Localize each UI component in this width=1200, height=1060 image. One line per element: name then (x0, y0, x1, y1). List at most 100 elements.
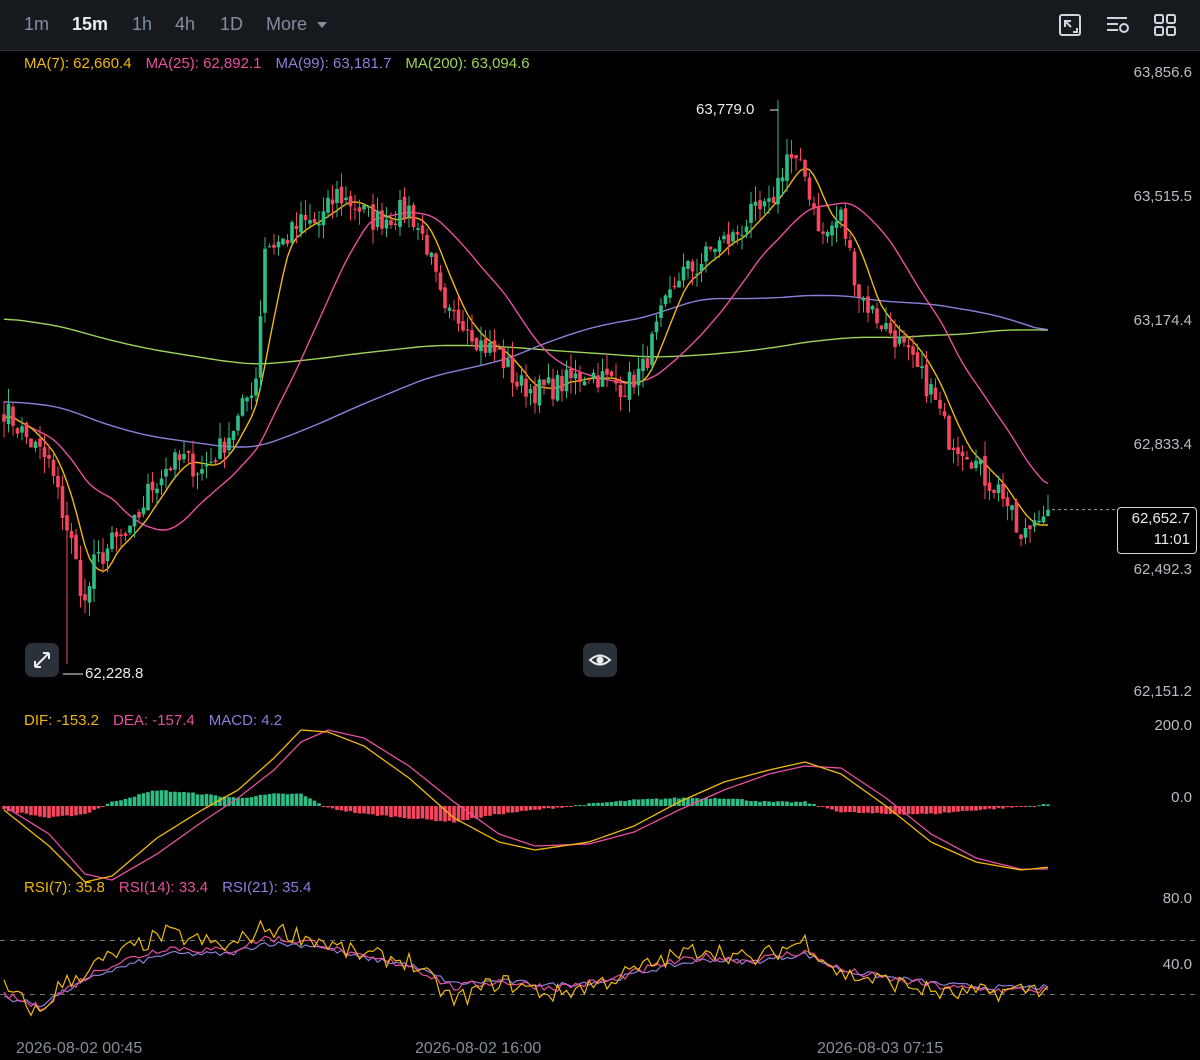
macd-histogram-bar (173, 791, 177, 806)
macd-histogram-bar (1001, 806, 1005, 809)
macd-histogram-bar (1037, 805, 1041, 807)
candle-body (366, 206, 371, 208)
macd-histogram-bar (555, 806, 560, 808)
candle-body (825, 231, 830, 237)
macd-histogram-bar (114, 801, 119, 806)
macd-histogram-bar (969, 806, 974, 811)
macd-histogram-bar (798, 801, 803, 806)
rsi21-legend: RSI(21): 35.4 (222, 879, 312, 896)
last-price: 62,652.7 (1131, 510, 1190, 527)
macd-histogram-bar (924, 806, 929, 814)
candle-body (69, 531, 74, 539)
candle-body (884, 323, 888, 330)
macd-histogram-bar (591, 802, 596, 806)
candle-body (74, 534, 78, 559)
macd-histogram-bar (857, 806, 861, 814)
candle-body (209, 461, 213, 463)
candle-body (848, 240, 852, 248)
candle-body (42, 447, 47, 458)
candle-body (996, 484, 1001, 493)
candle-body (78, 560, 83, 596)
candle-body (614, 379, 618, 384)
candle-body (213, 460, 218, 463)
macd-histogram-bar (146, 792, 150, 806)
macd-histogram-bar (164, 790, 168, 806)
timeframe-1h[interactable]: 1h (132, 14, 153, 34)
macd-histogram-bar (848, 806, 852, 813)
candle-body (587, 378, 591, 380)
macd-histogram-bar (92, 806, 96, 810)
chart-type-icon[interactable] (1057, 12, 1083, 38)
timeframe-15m[interactable]: 15m (72, 14, 109, 34)
macd-histogram-bar (1028, 805, 1032, 807)
macd-histogram-bar (483, 806, 488, 816)
timeframe-4h[interactable]: 4h (175, 14, 196, 34)
candle-body (110, 532, 114, 549)
candle-body (1014, 501, 1019, 533)
fullscreen-button[interactable] (25, 643, 59, 677)
macd-histogram-bar (438, 806, 443, 821)
macd-histogram-bar (65, 806, 69, 816)
timeframe-1d[interactable]: 1D (220, 14, 244, 34)
macd-histogram-bar (443, 806, 447, 822)
more-timeframes-button[interactable]: More (266, 14, 328, 35)
candle-body (776, 177, 780, 205)
macd-histogram-bar (915, 806, 920, 815)
macd-histogram-bar (236, 797, 240, 806)
candle-body (632, 374, 636, 388)
macd-histogram-bar (285, 794, 290, 806)
candle-body (969, 462, 974, 469)
macd-histogram-bar (335, 806, 339, 810)
macd-histogram-bar (870, 806, 875, 814)
macd-histogram-bar (524, 806, 528, 811)
macd-histogram-bar (645, 798, 650, 806)
macd-histogram-bar (344, 806, 348, 812)
candle-body (380, 210, 384, 229)
indicator-settings-icon[interactable] (1105, 12, 1131, 38)
ma25-line (4, 202, 1049, 531)
macd-histogram-bar (897, 806, 902, 815)
macd-histogram-bar (515, 806, 519, 813)
timeframe-1m[interactable]: 1m (24, 14, 50, 34)
macd-histogram-bar (699, 798, 704, 806)
candle-body (141, 507, 146, 515)
macd-histogram-bar (303, 796, 308, 806)
macd-histogram-bar (767, 801, 771, 806)
macd-histogram-bar (947, 806, 951, 813)
ma99-line (3, 294, 1049, 448)
macd-histogram-bar (627, 800, 632, 806)
candle-body (879, 325, 884, 330)
candle-body (987, 482, 992, 491)
ma25-legend: MA(25): 62,892.1 (145, 55, 262, 72)
candle-body (411, 205, 416, 228)
macd-histogram-bar (951, 806, 956, 812)
candle-body (470, 330, 474, 342)
price-chart-canvas[interactable] (0, 50, 1200, 1060)
macd-histogram-bar (735, 798, 740, 806)
dea-line (3, 729, 1048, 881)
candle-body (456, 309, 461, 324)
macd-histogram-bar (110, 801, 114, 806)
candle-body (65, 515, 69, 531)
candle-body (717, 240, 722, 252)
toggle-visibility-button[interactable] (583, 643, 617, 677)
macd-histogram-bar (789, 802, 794, 806)
macd-histogram-bar (1041, 804, 1046, 806)
layout-grid-icon[interactable] (1152, 12, 1178, 38)
candle-body (920, 366, 924, 369)
candle-body (492, 340, 497, 352)
macd-histogram-bar (609, 801, 614, 806)
candle-body (290, 222, 294, 243)
macd-histogram-bar (807, 803, 812, 806)
macd-histogram-bar (141, 793, 146, 806)
candle-body (767, 198, 771, 202)
candle-body (191, 453, 195, 477)
candle-body (488, 342, 492, 353)
candle-body (758, 200, 762, 210)
candle-body (686, 260, 690, 269)
macd-histogram-bar (209, 794, 213, 806)
macd-histogram-bar (938, 806, 942, 814)
candle-body (15, 428, 20, 434)
macd-histogram-bar (542, 806, 546, 809)
macd-histogram-bar (708, 798, 713, 806)
